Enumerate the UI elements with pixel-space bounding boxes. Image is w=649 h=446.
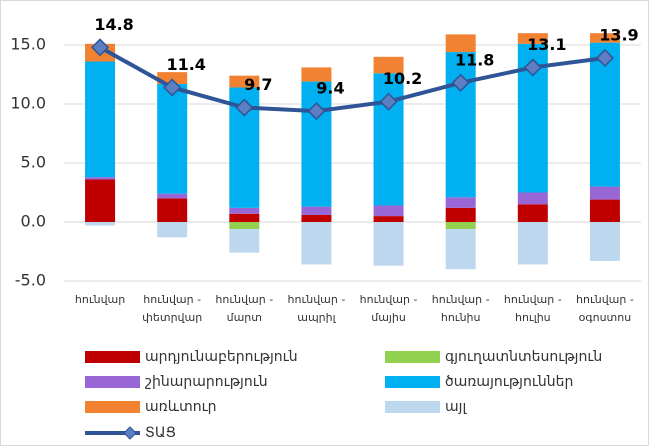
- y-tick-label: 5.0: [21, 153, 46, 172]
- bar-segment: [157, 222, 188, 238]
- data-label: 14.8: [94, 15, 133, 34]
- bar-segment: [373, 222, 404, 266]
- bar-segment: [157, 83, 188, 194]
- bar-segment: [445, 197, 476, 208]
- legend-swatch: [385, 376, 440, 388]
- bar-segment: [85, 177, 116, 180]
- x-tick-label: հունվար -փետրվար: [142, 293, 202, 324]
- bar-segment: [85, 61, 116, 178]
- data-label: 9.7: [244, 75, 272, 94]
- bar-segment: [229, 207, 260, 214]
- y-tick-label: 15.0: [10, 35, 46, 54]
- legend-swatch: [85, 351, 140, 363]
- bar-segment: [589, 222, 620, 261]
- bar-segment: [157, 193, 188, 199]
- bar-segment: [589, 199, 620, 222]
- line-marker: [91, 38, 110, 57]
- y-tick-label: 10.0: [10, 94, 46, 113]
- x-tick-label: հունվար -ապրիլ: [288, 293, 346, 324]
- legend-label: արդյունաբերություն: [145, 349, 298, 365]
- line-marker: [307, 102, 326, 121]
- line-marker: [163, 78, 182, 97]
- bar-segment: [589, 33, 620, 43]
- bar-segment: [157, 198, 188, 222]
- bar-segment: [517, 204, 548, 222]
- bar-segment: [517, 222, 548, 265]
- bar-segment: [229, 222, 260, 230]
- x-tick-label: հունվար -օգոստոս: [576, 293, 634, 324]
- legend-swatch: [85, 401, 140, 413]
- bar-segment: [301, 222, 332, 265]
- bar-segment: [85, 222, 116, 226]
- legend-label: այլ: [445, 399, 467, 415]
- legend-label: գյուղատնտեսություն: [445, 349, 602, 365]
- bar-segment: [229, 229, 260, 253]
- line-marker: [595, 48, 614, 68]
- line-marker: [451, 73, 470, 92]
- legend-label: շինարարություն: [145, 374, 268, 390]
- bar-segment: [445, 229, 476, 270]
- legend-marker: [123, 426, 137, 440]
- x-tick-label: հունվար: [75, 293, 125, 306]
- data-label: 10.2: [383, 69, 422, 88]
- line-marker: [523, 58, 542, 77]
- bar-segment: [517, 192, 548, 205]
- legend-swatch: [385, 351, 440, 363]
- line: [99, 45, 606, 114]
- bar-segment: [301, 214, 332, 222]
- bar-segment: [445, 222, 476, 230]
- bar-segment: [373, 216, 404, 222]
- x-tick-label: հունվար -հուլիս: [504, 293, 562, 324]
- bar-segment: [301, 206, 332, 215]
- bar-segment: [229, 213, 260, 222]
- data-label: 9.4: [316, 79, 344, 98]
- legend-label: ծառայություններ: [445, 374, 573, 390]
- line-marker: [235, 98, 254, 117]
- data-label: 13.9: [599, 25, 638, 44]
- bar-segment: [85, 179, 116, 222]
- legend-swatch: [85, 376, 140, 388]
- legend-label: ՏԱՑ: [145, 425, 176, 441]
- data-label: 13.1: [527, 35, 566, 54]
- x-tick-label: հունվար -մայիս: [360, 293, 418, 324]
- x-tick-label: հունվար -հունիս: [432, 293, 490, 324]
- data-label: 11.4: [166, 55, 205, 74]
- line-marker: [379, 92, 398, 111]
- y-tick-label: -5.0: [15, 271, 46, 290]
- y-tick-label: 0.0: [21, 212, 46, 231]
- bar-segment: [301, 81, 332, 207]
- legend-label: առևտուր: [145, 399, 217, 415]
- bar-segment: [373, 56, 404, 74]
- bar-segment: [445, 34, 476, 53]
- bar-segment: [589, 186, 620, 200]
- bar-segment: [229, 75, 260, 88]
- data-label: 11.8: [455, 50, 494, 69]
- bar-segment: [373, 205, 404, 217]
- bar-segment: [157, 72, 188, 84]
- legend-swatch: [385, 401, 440, 413]
- bar-segment: [517, 33, 548, 44]
- bar-segment: [301, 67, 332, 82]
- x-tick-label: հունվար -մարտ: [215, 293, 273, 324]
- bar-segment: [445, 207, 476, 222]
